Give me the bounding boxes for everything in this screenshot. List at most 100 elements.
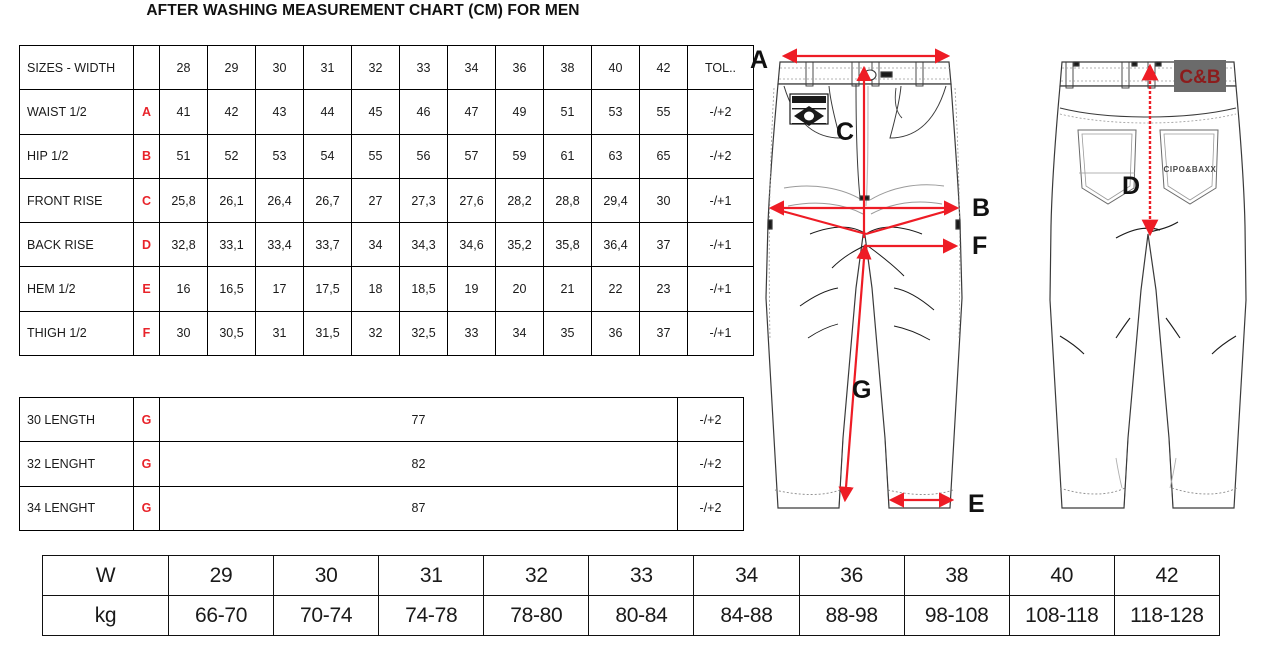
- length-table: 30 LENGTH G 77 -/+2 32 LENGHT G 82 -/+2 34 LENGH…: [19, 396, 744, 531]
- cb-patch-text: C&B: [1179, 67, 1220, 88]
- measure-cell: 34,6: [447, 222, 496, 268]
- table-row: WAIST 1/2 A 41 42 43 44 45 46 47 49 51 53 55 -/+2: [19, 89, 754, 135]
- measure-cell: 53: [591, 89, 640, 135]
- column-header-size-40: 40: [591, 44, 640, 91]
- length-row-code-G: G: [133, 396, 160, 443]
- column-header-sizes: SIZES - WIDTH: [19, 44, 134, 91]
- table-row: 30 LENGTH G 77 -/+2: [19, 396, 744, 443]
- measure-cell: 34,3: [399, 222, 448, 268]
- measure-cell: 30: [159, 310, 208, 357]
- row-label: HEM 1/2: [19, 266, 134, 312]
- row-code-D: D: [133, 222, 160, 268]
- weight-range-cell: 74-78: [378, 595, 485, 636]
- jeans-front-illustration: A B C F G E: [744, 38, 1034, 533]
- measure-cell: 18: [351, 266, 400, 312]
- weight-range-cell: 84-88: [693, 595, 800, 636]
- measure-cell: 46: [399, 89, 448, 135]
- row-code-C: C: [133, 177, 160, 224]
- measure-cell: 26,1: [207, 177, 256, 224]
- measure-cell: 22: [591, 266, 640, 312]
- tolerance-cell: -/+1: [687, 222, 754, 268]
- measure-cell: 31,5: [303, 310, 352, 357]
- row-code-E: E: [133, 266, 160, 312]
- measure-cell: 27: [351, 177, 400, 224]
- weight-size-cell: 30: [273, 555, 380, 596]
- length-row-label: 30 LENGTH: [19, 396, 134, 443]
- measure-cell: 41: [159, 89, 208, 135]
- row-code-F: F: [133, 310, 160, 357]
- row-label: BACK RISE: [19, 222, 134, 268]
- measurement-table: SIZES - WIDTH 28 29 30 31 32 33 34 36 38 40 42 TOL..…: [19, 44, 754, 357]
- measure-cell: 54: [303, 133, 352, 179]
- measure-cell: 34: [351, 222, 400, 268]
- weight-table-row: kg 66-70 70-74 74-78 78-80 80-84 84-88 88-98 98-…: [42, 595, 1220, 636]
- measure-cell: 33,4: [255, 222, 304, 268]
- table-row: THIGH 1/2 F 30 30,5 31 31,5 32 32,5 33 34 35 36 37 -/…: [19, 310, 754, 357]
- weight-size-cell: 36: [798, 555, 905, 596]
- measure-cell: 26,7: [303, 177, 352, 224]
- weight-row-header: W: [42, 555, 169, 596]
- marker-letter-G: G: [852, 376, 871, 404]
- column-header-size-29: 29: [207, 44, 256, 91]
- back-pocket-brand-text: CIPO&BAXX: [1164, 165, 1217, 174]
- measure-cell: 27,6: [447, 177, 496, 224]
- row-label: FRONT RISE: [19, 177, 134, 224]
- measure-cell: 56: [399, 133, 448, 179]
- weight-size-cell: 42: [1113, 555, 1220, 596]
- table-row: 32 LENGHT G 82 -/+2: [19, 441, 744, 487]
- tolerance-cell: -/+1: [687, 177, 754, 224]
- measure-cell: 49: [495, 89, 544, 135]
- page-title: AFTER WASHING MEASUREMENT CHART (CM) FOR…: [146, 2, 580, 19]
- marker-letter-E: E: [968, 490, 985, 518]
- measure-cell: 30: [639, 177, 688, 224]
- row-code-B: B: [133, 133, 160, 179]
- column-header-size-28: 28: [159, 44, 208, 91]
- row-label: THIGH 1/2: [19, 310, 134, 357]
- marker-letter-B: B: [972, 194, 990, 222]
- measure-cell: 63: [591, 133, 640, 179]
- measure-cell: 35: [543, 310, 592, 357]
- length-row-label: 32 LENGHT: [19, 441, 134, 487]
- measure-cell: 44: [303, 89, 352, 135]
- measure-cell: 33: [447, 310, 496, 357]
- measure-cell: 37: [639, 222, 688, 268]
- weight-range-cell: 98-108: [903, 595, 1010, 636]
- weight-size-cell: 29: [167, 555, 275, 596]
- weight-range-cell: 118-128: [1113, 595, 1220, 636]
- measure-cell: 53: [255, 133, 304, 179]
- measure-cell: 45: [351, 89, 400, 135]
- row-code-A: A: [133, 89, 160, 135]
- length-value-cell: 77: [159, 396, 678, 443]
- table-row: HIP 1/2 B 51 52 53 54 55 56 57 59 61 63 65 -/+2: [19, 133, 754, 179]
- measure-cell: 17,5: [303, 266, 352, 312]
- tolerance-cell: -/+1: [687, 266, 754, 312]
- weight-size-cell: 38: [903, 555, 1010, 596]
- weight-size-cell: 34: [693, 555, 800, 596]
- weight-size-cell: 40: [1008, 555, 1115, 596]
- table-row: HEM 1/2 E 16 16,5 17 17,5 18 18,5 19 20 21 22 23 -/+1: [19, 266, 754, 312]
- measure-cell: 32,8: [159, 222, 208, 268]
- weight-size-cell: 32: [483, 555, 590, 596]
- marker-letter-D: D: [1122, 172, 1140, 200]
- marker-letter-F: F: [972, 232, 987, 260]
- length-row-label: 34 LENGHT: [19, 485, 134, 531]
- measure-cell: 26,4: [255, 177, 304, 224]
- measure-cell: 27,3: [399, 177, 448, 224]
- measure-cell: 36,4: [591, 222, 640, 268]
- measure-cell: 28,2: [495, 177, 544, 224]
- measure-cell: 17: [255, 266, 304, 312]
- column-header-size-32: 32: [351, 44, 400, 91]
- table-row: FRONT RISE C 25,8 26,1 26,4 26,7 27 27,3 27,6 28,…: [19, 177, 754, 224]
- measure-cell: 55: [351, 133, 400, 179]
- weight-range-cell: 78-80: [483, 595, 590, 636]
- measure-cell: 23: [639, 266, 688, 312]
- length-tolerance-cell: -/+2: [677, 485, 744, 531]
- column-header-size-42: 42: [639, 44, 688, 91]
- column-header-size-30: 30: [255, 44, 304, 91]
- measure-cell: 55: [639, 89, 688, 135]
- weight-size-cell: 33: [588, 555, 695, 596]
- tolerance-cell: -/+1: [687, 310, 754, 357]
- row-label: HIP 1/2: [19, 133, 134, 179]
- measure-cell: 34: [495, 310, 544, 357]
